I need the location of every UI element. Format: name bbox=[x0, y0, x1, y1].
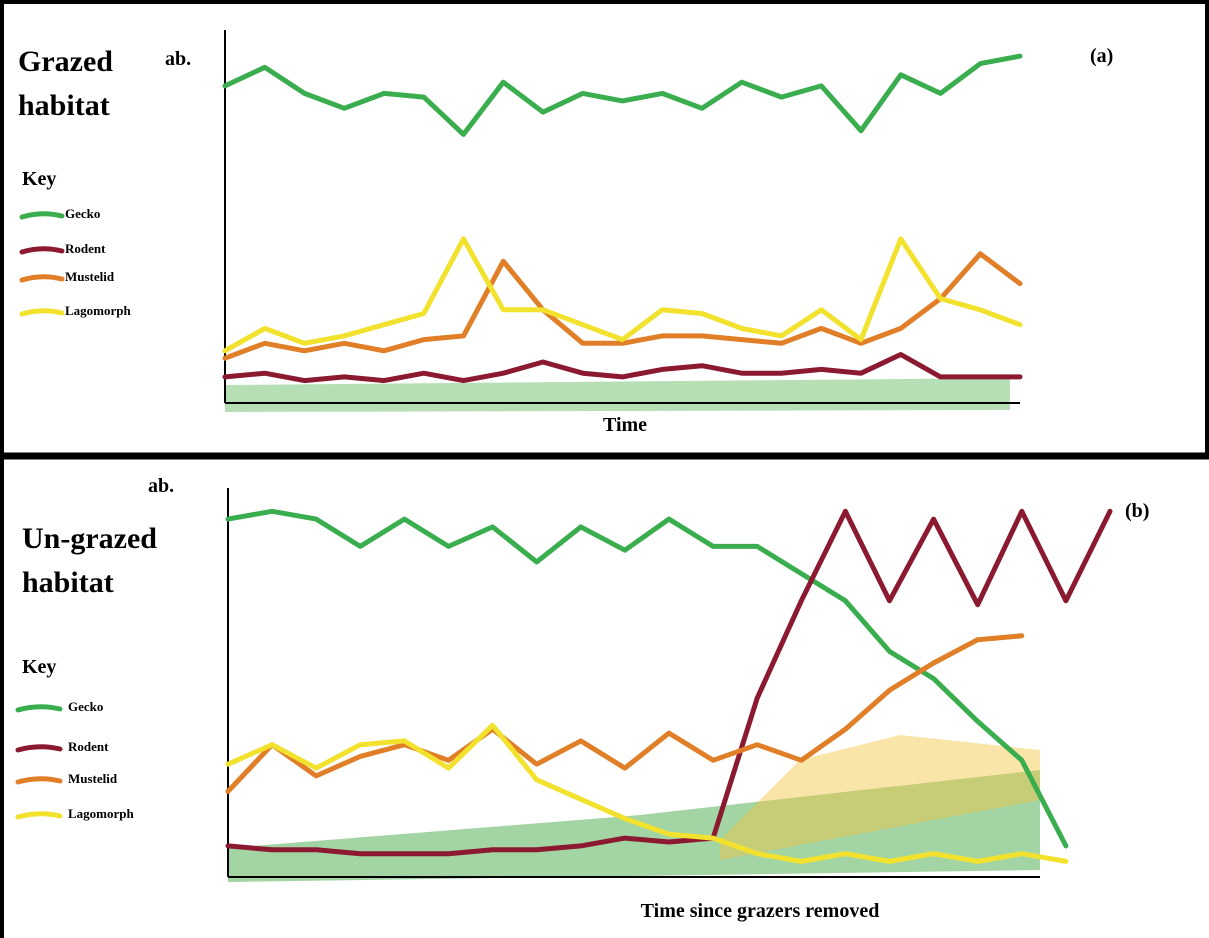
x-axis-label: Time since grazers removed bbox=[640, 900, 880, 922]
legend-swatch bbox=[15, 776, 63, 785]
vegetation bbox=[225, 378, 1010, 412]
legend-swatch bbox=[19, 211, 65, 220]
legend-label: Rodent bbox=[65, 241, 106, 256]
legend-swatch bbox=[15, 811, 63, 820]
data-line bbox=[225, 508, 1069, 849]
legend-label: Rodent bbox=[68, 739, 109, 754]
data-line bbox=[225, 633, 1025, 794]
legend-label: Lagomorph bbox=[68, 806, 134, 821]
y-axis-label: ab. bbox=[148, 475, 175, 497]
legend-swatch bbox=[19, 308, 65, 317]
legend-swatch bbox=[15, 744, 63, 753]
data-line bbox=[222, 53, 1023, 137]
data-line bbox=[225, 722, 1069, 864]
legend-title: Key bbox=[22, 656, 57, 678]
panel-title: Un-grazed habitat bbox=[22, 522, 157, 599]
vegetation bbox=[720, 735, 1040, 860]
legend-title: Key bbox=[22, 168, 57, 190]
panel-title: Grazed habitat bbox=[18, 45, 113, 122]
data-line bbox=[225, 508, 1113, 857]
panel-label: (b) bbox=[1125, 500, 1150, 522]
data-line bbox=[222, 236, 1023, 354]
legend-label: Lagomorph bbox=[65, 303, 131, 318]
legend-label: Mustelid bbox=[68, 771, 118, 786]
data-line bbox=[222, 352, 1023, 384]
legend-swatch bbox=[15, 704, 63, 713]
panel-label: (a) bbox=[1090, 45, 1114, 67]
y-axis-label: ab. bbox=[165, 48, 192, 70]
legend-swatch bbox=[19, 274, 65, 283]
legend-label: Gecko bbox=[65, 206, 101, 221]
x-axis-label: Time bbox=[602, 414, 648, 436]
legend-label: Mustelid bbox=[65, 269, 115, 284]
legend-swatch bbox=[19, 246, 65, 255]
legend-label: Gecko bbox=[68, 699, 104, 714]
data-line bbox=[222, 251, 1023, 361]
